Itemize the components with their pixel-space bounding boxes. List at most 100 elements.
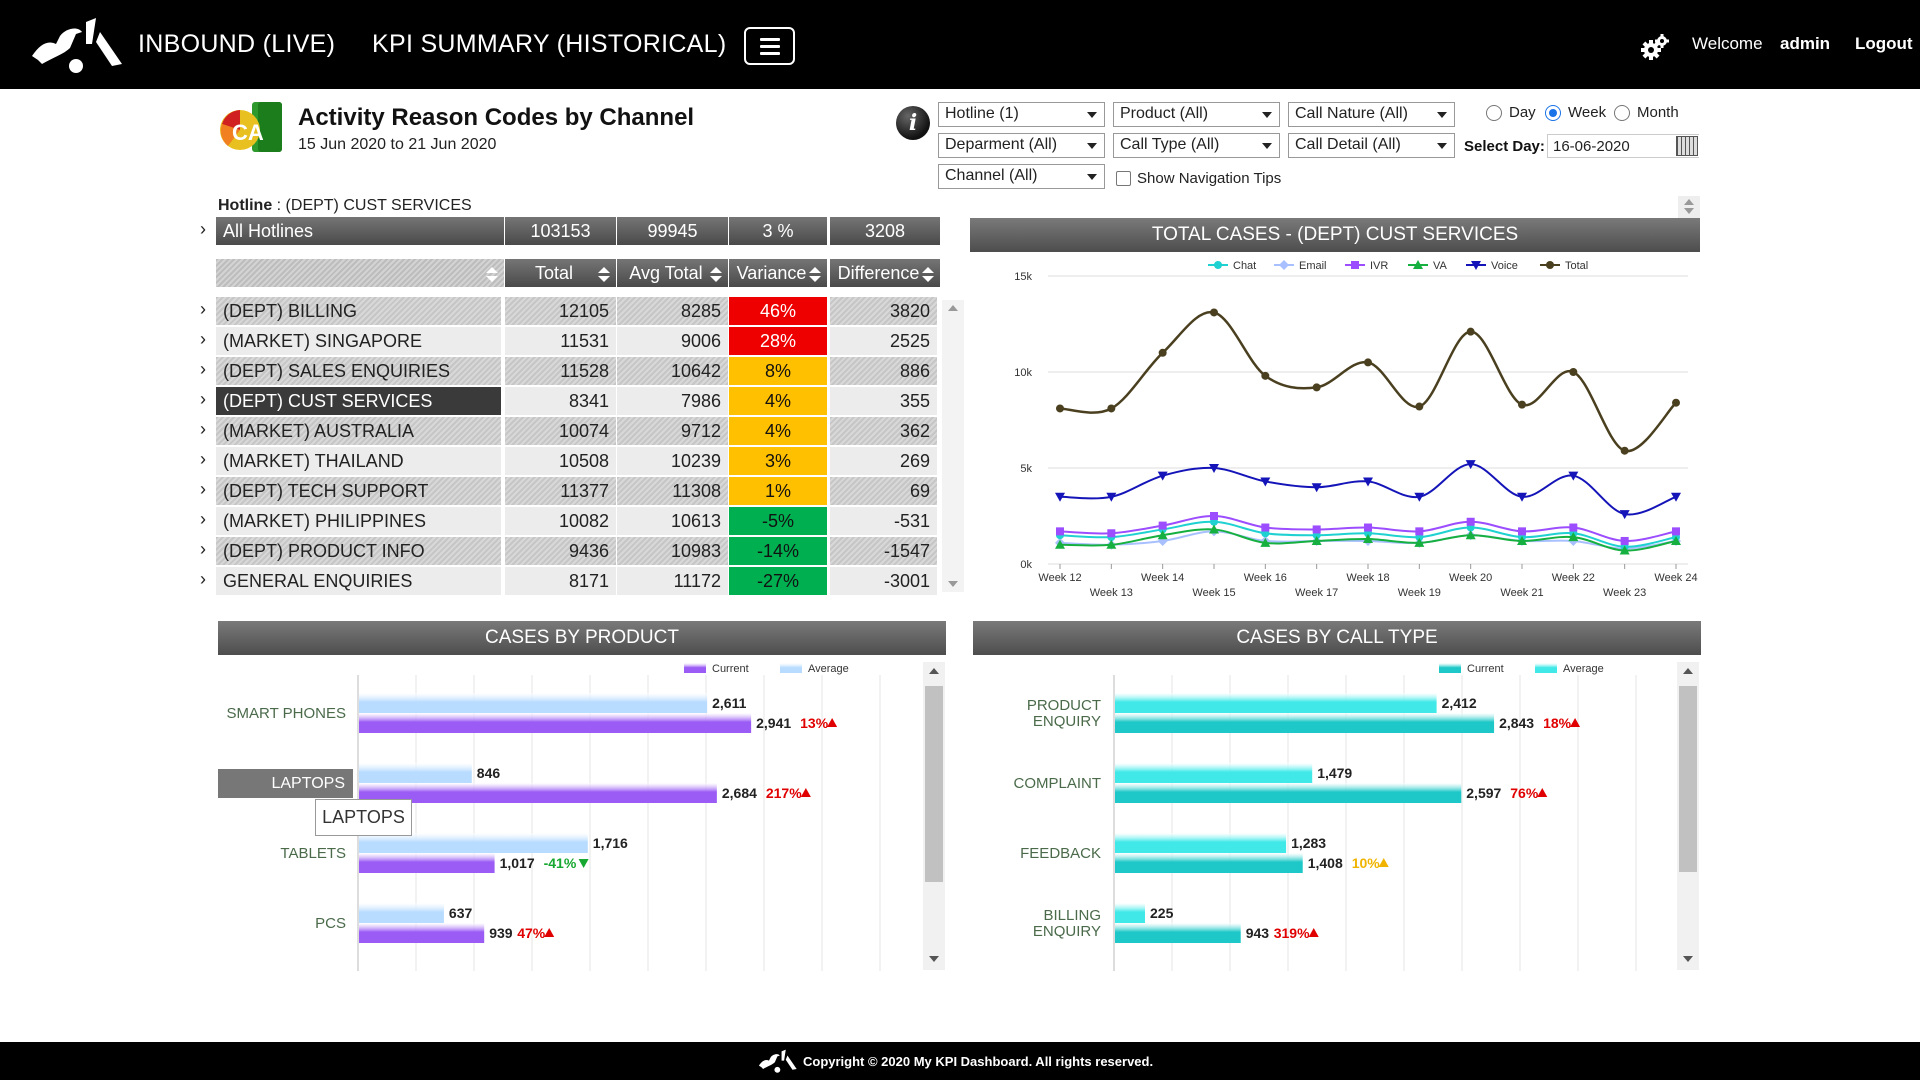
expand-chevron-icon[interactable]: ›	[200, 359, 206, 379]
data-point-ivr[interactable]	[1312, 525, 1321, 534]
data-point-total[interactable]	[1312, 383, 1321, 392]
expand-chevron-icon[interactable]: ›	[200, 329, 206, 349]
table-row-name[interactable]: (MARKET) AUSTRALIA	[216, 417, 501, 445]
data-point-ivr[interactable]	[1415, 527, 1424, 536]
table-row-name[interactable]: (DEPT) BILLING	[216, 297, 501, 325]
call-detail-dropdown[interactable]: Call Detail (All)	[1288, 133, 1455, 158]
table-row-name[interactable]: (DEPT) CUST SERVICES	[216, 387, 501, 415]
data-point-total[interactable]	[1466, 327, 1475, 336]
column-header-variance[interactable]: Variance	[729, 259, 827, 287]
legend-marker[interactable]	[1471, 261, 1481, 270]
expand-chevron-icon[interactable]: ›	[200, 449, 206, 469]
expand-chevron-icon[interactable]: ›	[200, 419, 206, 439]
data-point-total[interactable]	[1415, 402, 1424, 411]
hamburger-menu-button[interactable]	[744, 27, 795, 65]
data-point-ivr[interactable]	[1466, 517, 1475, 526]
data-point-va[interactable]	[1106, 539, 1117, 549]
data-point-ivr[interactable]	[1569, 523, 1578, 532]
data-point-total[interactable]	[1620, 446, 1629, 455]
call-type-dropdown[interactable]: Call Type (All)	[1113, 133, 1280, 158]
data-point-voice[interactable]	[1260, 477, 1271, 487]
call-nature-dropdown[interactable]: Call Nature (All)	[1288, 102, 1455, 127]
period-radio-day[interactable]	[1486, 105, 1502, 121]
product-dropdown[interactable]: Product (All)	[1113, 102, 1280, 127]
data-point-ivr[interactable]	[1158, 521, 1167, 530]
summary-row-name[interactable]: All Hotlines	[216, 217, 504, 245]
data-point-voice[interactable]	[1209, 464, 1219, 473]
bar-average[interactable]	[1115, 693, 1437, 713]
data-point-ivr[interactable]	[1364, 523, 1372, 532]
product-chart-scrollbar[interactable]	[923, 662, 945, 970]
data-point-total[interactable]	[1672, 398, 1680, 407]
table-row-name[interactable]: (MARKET) SINGAPORE	[216, 327, 501, 355]
series-line-total[interactable]	[1059, 311, 1677, 453]
expand-chevron-icon[interactable]: ›	[200, 299, 206, 319]
calendar-icon[interactable]	[1676, 136, 1698, 156]
legend-item-voice[interactable]: Voice	[1466, 260, 1518, 272]
expand-chevron-icon[interactable]: ›	[200, 389, 206, 409]
data-point-ivr[interactable]	[1261, 523, 1270, 532]
data-point-voice[interactable]	[1414, 492, 1425, 502]
legend-marker[interactable]	[1214, 261, 1222, 269]
table-scrollbar[interactable]	[942, 300, 964, 592]
bar-current[interactable]	[359, 923, 485, 943]
expand-chevron-icon[interactable]: ›	[200, 509, 206, 529]
data-point-ivr[interactable]	[1056, 527, 1064, 536]
hotline-dropdown[interactable]: Hotline (1)	[938, 102, 1105, 127]
data-point-va[interactable]	[1619, 545, 1630, 555]
legend-item-chat[interactable]: Chat	[1208, 260, 1256, 272]
bar-average[interactable]	[1115, 903, 1145, 923]
bar-current[interactable]	[1115, 713, 1495, 733]
data-point-voice[interactable]	[1055, 492, 1065, 502]
bar-current[interactable]	[1115, 923, 1241, 943]
series-line-voice[interactable]	[1059, 463, 1677, 516]
data-point-ivr[interactable]	[1620, 536, 1629, 545]
data-point-va[interactable]	[1363, 534, 1373, 544]
legend-item-ivr[interactable]: IVR	[1345, 260, 1388, 272]
department-dropdown[interactable]: Deparment (All)	[938, 133, 1105, 158]
data-point-va[interactable]	[1157, 530, 1168, 540]
legend-item-current[interactable]: Current	[1439, 663, 1504, 675]
table-row-name[interactable]: (MARKET) THAILAND	[216, 447, 501, 475]
hovered-category-tag[interactable]: LAPTOPS	[218, 769, 353, 798]
show-navigation-tips-checkbox[interactable]	[1116, 171, 1131, 186]
data-point-voice[interactable]	[1619, 510, 1630, 520]
table-row-name[interactable]: (DEPT) SALES ENQUIRIES	[216, 357, 501, 385]
nav-kpi-summary[interactable]: KPI SUMMARY (HISTORICAL)	[372, 30, 727, 58]
call-type-chart-scrollbar[interactable]	[1677, 662, 1699, 970]
page-scroll-arrows[interactable]	[1678, 196, 1700, 218]
data-point-total[interactable]	[1261, 371, 1270, 380]
data-point-total[interactable]	[1056, 404, 1064, 413]
legend-item-average[interactable]: Average	[780, 663, 849, 675]
column-header-difference[interactable]: Difference	[830, 259, 940, 287]
legend-marker[interactable]	[1351, 261, 1359, 269]
data-point-ivr[interactable]	[1107, 529, 1116, 538]
legend-item-email[interactable]: Email	[1274, 260, 1327, 272]
data-point-va[interactable]	[1568, 532, 1579, 542]
data-point-total[interactable]	[1158, 348, 1167, 357]
app-logo[interactable]	[30, 14, 125, 76]
legend-marker[interactable]	[1546, 261, 1554, 269]
data-point-voice[interactable]	[1311, 483, 1322, 493]
bar-group[interactable]: FEEDBACK 1,283 1,408 10%	[1020, 833, 1389, 873]
expand-chevron-icon[interactable]: ›	[200, 479, 206, 499]
data-point-va[interactable]	[1055, 539, 1065, 549]
column-header-avg-total[interactable]: Avg Total	[617, 259, 728, 287]
data-point-total[interactable]	[1569, 368, 1578, 376]
settings-gear-icon[interactable]	[1640, 33, 1670, 61]
bar-current[interactable]	[359, 783, 717, 803]
summary-expand-chevron-icon[interactable]: ›	[200, 219, 206, 239]
data-point-voice[interactable]	[1568, 471, 1579, 481]
legend-item-total[interactable]: Total	[1540, 260, 1588, 272]
bar-current[interactable]	[359, 713, 752, 733]
data-point-va[interactable]	[1465, 530, 1476, 540]
bar-average[interactable]	[1115, 763, 1313, 783]
scrollbar-thumb[interactable]	[925, 686, 943, 882]
legend-item-va[interactable]: VA	[1408, 260, 1448, 272]
data-point-voice[interactable]	[1106, 492, 1117, 502]
table-row-name[interactable]: GENERAL ENQUIRIES	[216, 567, 501, 595]
scrollbar-thumb[interactable]	[1679, 686, 1697, 872]
channel-dropdown[interactable]: Channel (All)	[938, 164, 1105, 189]
